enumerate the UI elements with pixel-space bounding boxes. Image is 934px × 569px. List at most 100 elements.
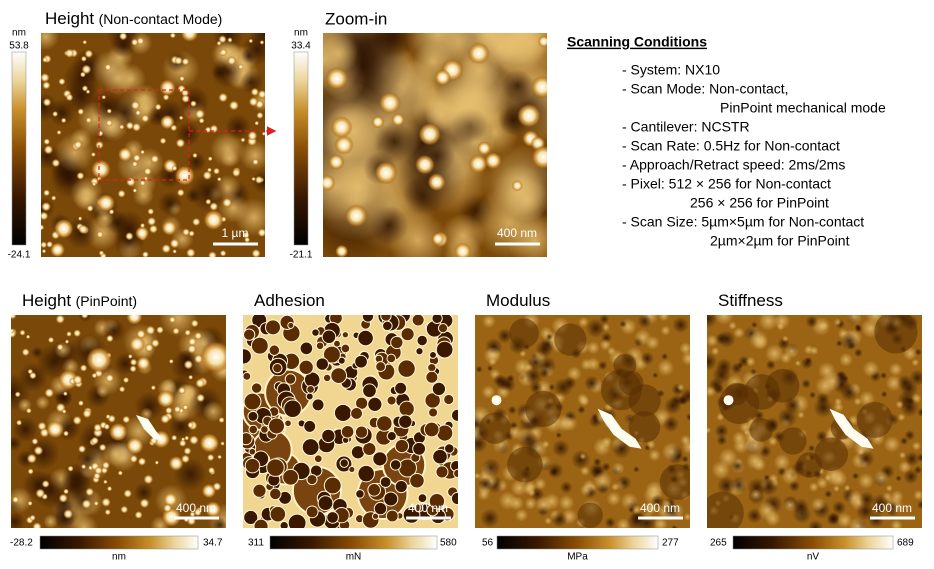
grain [135,109,142,116]
grain [106,486,113,492]
grain [174,165,195,186]
cell [266,458,285,477]
grain [208,466,215,474]
grain [181,57,190,66]
grain [248,38,254,44]
cell [243,392,262,411]
grain [51,195,57,201]
grain [97,193,116,212]
grain [79,364,88,372]
colorbar [293,51,309,246]
cell [243,348,252,365]
texture [658,315,670,322]
colorbar-min: -21.1 [290,250,313,261]
grain [213,167,220,175]
grain [159,79,176,96]
texture [782,335,789,342]
grain [81,315,89,319]
grain [144,343,154,353]
cell [303,419,317,433]
texture [857,472,874,489]
texture [916,500,922,510]
texture [800,357,814,370]
grain [98,443,107,452]
texture [601,462,611,472]
domain [628,411,661,443]
grain [82,409,92,419]
cell [354,354,368,369]
condition-line: - Scan Rate: 0.5Hz for Non-contact [622,138,840,154]
grain [156,389,175,409]
grain [531,145,547,170]
grain [16,419,23,426]
texture [577,405,586,414]
grain [86,347,112,373]
grain [135,226,150,241]
grain [41,224,45,231]
colorbar [496,535,659,550]
condition-line: - Cantilever: NCSTR [622,119,750,135]
texture [811,497,826,512]
cell [243,509,259,526]
texture [653,516,668,528]
grain [168,316,176,324]
grain [325,66,349,91]
cell [250,336,269,355]
texture [652,372,659,379]
texture [875,505,885,515]
texture [718,447,738,468]
grain [168,455,184,471]
texture [753,334,768,350]
cell [357,464,375,483]
texture [486,365,494,372]
colorbar-max: 53.8 [9,41,29,52]
texture [552,439,570,458]
texture [611,482,620,491]
grain [178,439,187,447]
texture [549,467,559,477]
grain [219,250,227,257]
streak [597,408,642,449]
texture [475,472,481,480]
cell [382,320,393,332]
grain [11,328,15,334]
cell [243,432,253,446]
grain [55,315,65,324]
grain [201,483,217,499]
cell [372,451,388,467]
texture [633,466,640,473]
grain [52,111,59,117]
grain [247,130,258,141]
domain [479,412,511,444]
cell [428,492,446,510]
texture [102,318,126,342]
texture [831,500,846,515]
texture [862,360,880,378]
grain [391,112,405,127]
texture [133,482,154,503]
grain [537,35,547,48]
texture [805,315,819,328]
grain [132,153,141,163]
grain [188,374,194,380]
texture [685,413,690,421]
grain [123,489,133,498]
grain [171,165,178,171]
texture [661,353,669,360]
grain [431,232,445,246]
grain [81,499,92,509]
cell [315,341,325,351]
grain [344,204,368,228]
texture [711,347,720,356]
grain [142,251,149,257]
texture [534,477,547,491]
grain [159,137,167,145]
texture [758,315,779,331]
texture [868,511,885,528]
condition-line: - Scan Size: 5µm×5µm for Non-contact [622,214,864,230]
condition-line: - Approach/Retract speed: 2ms/2ms [622,157,845,173]
texture [643,501,658,516]
grain [81,464,87,470]
grain [117,189,126,198]
